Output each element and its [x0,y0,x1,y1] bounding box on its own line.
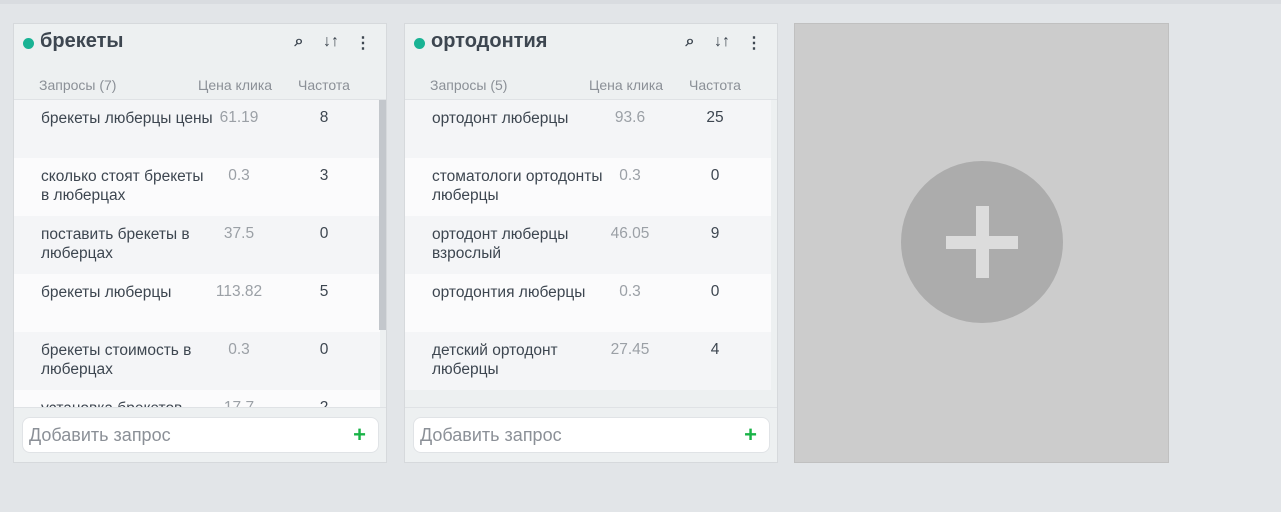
sort-icon[interactable]: ↓↑ [714,33,730,50]
click-price: 37.5 [223,225,255,242]
click-price: 0.3 [619,167,641,184]
query-text: сколько стоят брекеты в люберцах [41,168,204,204]
query-row[interactable]: брекеты стоимость в люберцах 0.3 0 [14,332,380,390]
query-text: установка брекетов [41,399,216,407]
query-row[interactable]: стоматологи ортодонты люберцы 0.3 0 [405,158,771,216]
click-price: 93.6 [614,109,646,126]
frequency: 8 [319,109,329,126]
keyword-group-panel: брекеты ⌕ ↓↑ ⋮ Запросы (7) Цена клика Част… [13,23,387,463]
add-query-field[interactable]: Добавить запрос + [22,417,379,453]
add-query-placeholder[interactable]: Добавить запрос [29,425,171,445]
frequency: 9 [710,225,720,242]
query-text: брекеты стоимость в люберцах [41,342,192,378]
more-menu-icon[interactable]: ⋮ [355,35,371,52]
status-dot [23,38,34,49]
click-price: 61.19 [219,109,259,126]
group-title[interactable]: брекеты [40,30,124,52]
add-query-field[interactable]: Добавить запрос + [413,417,770,453]
query-list: ортодонт люберцы 93.6 25 стоматологи орт… [405,100,777,407]
query-row[interactable]: детский ортодонт люберцы 27.45 4 [405,332,771,390]
more-menu-icon[interactable]: ⋮ [746,35,762,52]
query-row[interactable]: брекеты люберцы 113.82 5 [14,274,380,332]
add-icon[interactable]: + [744,422,757,447]
queries-header[interactable]: Запросы (7) [39,77,117,93]
query-row[interactable]: ортодонт люберцы 93.6 25 [405,100,771,158]
query-text: брекеты люберцы цены [41,110,213,127]
query-text: поставить брекеты в люберцах [41,226,190,262]
add-query-placeholder[interactable]: Добавить запрос [420,425,562,445]
query-text: ортодонт люберцы [432,110,569,127]
frequency: 5 [319,283,329,300]
search-icon[interactable]: ⌕ [294,33,304,50]
click-price: 113.82 [215,283,263,300]
search-icon[interactable]: ⌕ [685,33,695,50]
query-text: ортодонт люберцы взрослый [432,226,569,262]
keyword-group-panel: ортодонтия ⌕ ↓↑ ⋮ Запросы (5) Цена клика Ч… [404,23,778,463]
click-price: 0.3 [619,283,641,300]
query-row[interactable]: сколько стоят брекеты в люберцах 0.3 3 [14,158,380,216]
frequency: 4 [710,341,720,358]
frequency: 3 [319,167,329,184]
frequency-header[interactable]: Частота [689,77,741,93]
frequency: 0 [319,225,329,242]
click-price: 27.45 [610,341,650,358]
query-text: стоматологи ортодонты люберцы [432,168,603,204]
query-row[interactable]: брекеты люберцы цены 61.19 8 [14,100,380,158]
top-bar [0,0,1281,4]
group-title[interactable]: ортодонтия [431,30,548,52]
price-header[interactable]: Цена клика [589,77,664,93]
price-header[interactable]: Цена клика [198,77,273,93]
frequency: 25 [706,109,724,126]
query-text: детский ортодонт люберцы [432,342,558,378]
frequency-header[interactable]: Частота [298,77,350,93]
add-icon[interactable]: + [353,422,366,447]
queries-header[interactable]: Запросы (5) [430,77,508,93]
plus-icon [901,161,1063,323]
frequency: 0 [710,167,720,184]
add-group-tile[interactable] [794,23,1169,463]
click-price: 17.7 [204,399,274,407]
query-row[interactable]: ортодонт люберцы взрослый 46.05 9 [405,216,771,274]
query-row[interactable]: ортодонтия люберцы 0.3 0 [405,274,771,332]
frequency: 0 [319,341,329,358]
frequency: 2 [294,399,354,407]
status-dot [414,38,425,49]
query-row[interactable]: установка брекетов 17.7 2 [14,390,380,407]
click-price: 0.3 [228,341,250,358]
scrollbar[interactable] [379,100,386,330]
frequency: 0 [710,283,720,300]
query-list: брекеты люберцы цены 61.19 8 сколько сто… [14,100,386,407]
click-price: 46.05 [610,225,650,242]
query-row[interactable]: поставить брекеты в люберцах 37.5 0 [14,216,380,274]
query-text: брекеты люберцы [41,284,172,301]
sort-icon[interactable]: ↓↑ [323,33,339,50]
click-price: 0.3 [228,167,250,184]
query-text: ортодонтия люберцы [432,284,586,301]
